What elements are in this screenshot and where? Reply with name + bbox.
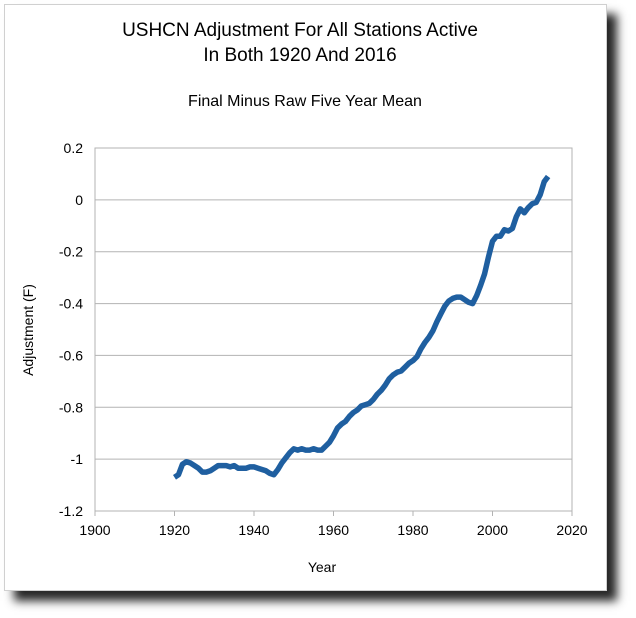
x-axis-label: Year bbox=[308, 559, 337, 575]
x-tick-label: 1940 bbox=[238, 522, 269, 538]
chart-frame bbox=[4, 4, 607, 591]
x-tick-label: 1920 bbox=[159, 522, 190, 538]
y-tick-label: -0.8 bbox=[59, 399, 83, 415]
series-line bbox=[173, 174, 551, 480]
x-tick-label: 2020 bbox=[556, 522, 587, 538]
x-tick-label: 1980 bbox=[397, 522, 428, 538]
y-tick-label: -0.4 bbox=[59, 296, 83, 312]
y-tick-label: 0.2 bbox=[64, 140, 84, 156]
y-tick-label: -1 bbox=[71, 451, 84, 467]
plot-area bbox=[94, 147, 573, 512]
x-tick-label: 2000 bbox=[477, 522, 508, 538]
series bbox=[173, 174, 551, 480]
y-tick-label: -1.2 bbox=[59, 503, 83, 519]
y-tick-label: 0 bbox=[75, 192, 83, 208]
grid bbox=[95, 147, 572, 512]
chart-title-line-1: USHCN Adjustment For All Stations Active bbox=[122, 20, 478, 41]
x-tick-label: 1960 bbox=[318, 522, 349, 538]
y-axis-label: Adjustment (F) bbox=[20, 284, 36, 376]
y-tick-label: -0.2 bbox=[59, 244, 83, 260]
chart-title-line-2: In Both 1920 And 2016 bbox=[203, 45, 396, 66]
tick-labels: 0.2 0 -0.2 -0.4 -0.6 -0.8 -1 -1.2 1900 1920 1940 19… bbox=[59, 140, 588, 538]
x-tick-label: 1900 bbox=[79, 522, 110, 538]
y-tick-label: -0.6 bbox=[59, 347, 83, 363]
chart-subtitle: Final Minus Raw Five Year Mean bbox=[188, 93, 422, 110]
